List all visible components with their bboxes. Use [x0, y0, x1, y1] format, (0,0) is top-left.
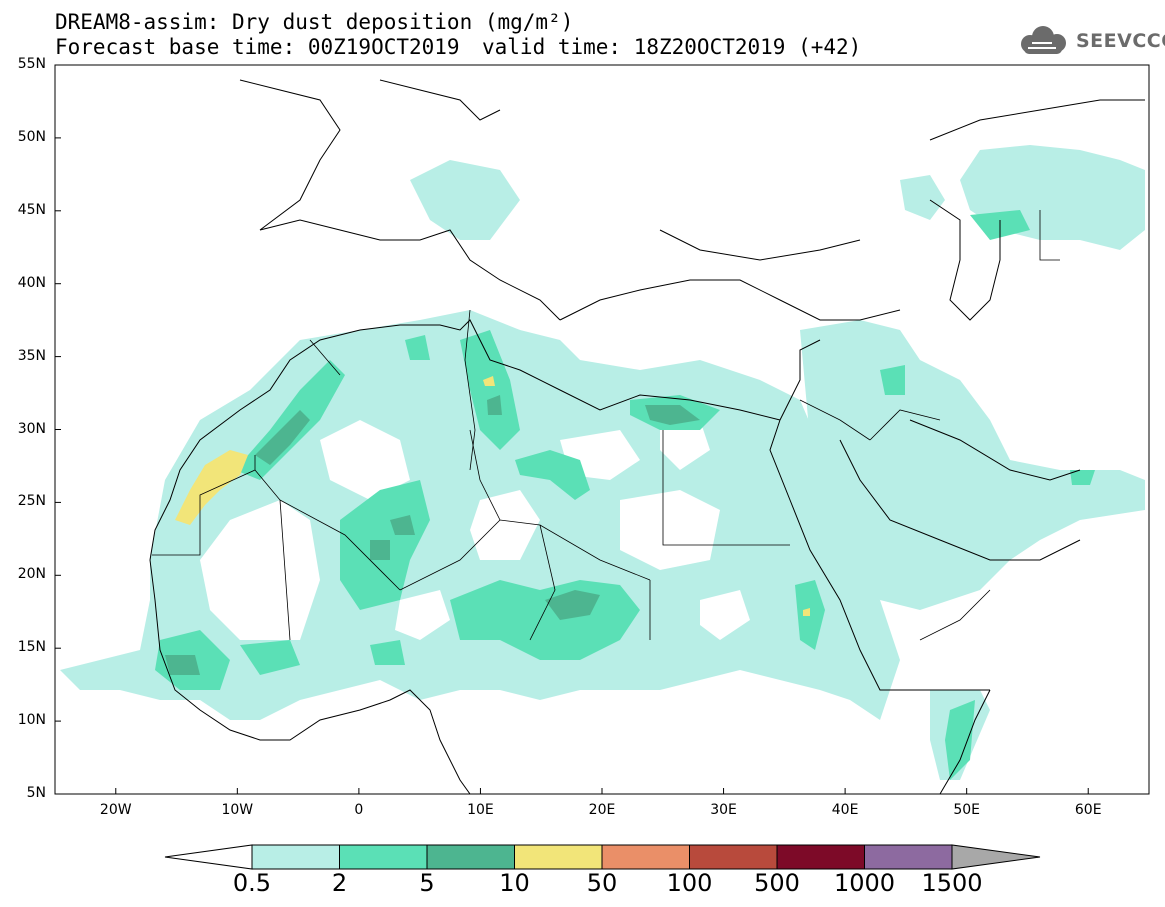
- latitude-label: 55N: [17, 56, 46, 72]
- cloud-icon: [1021, 26, 1066, 54]
- country-borders: [152, 210, 1060, 641]
- latitude-label: 30N: [17, 420, 46, 437]
- latitude-label: 45N: [17, 201, 46, 218]
- longitude-label: 40E: [831, 802, 859, 818]
- longitude-label: 10W: [221, 802, 254, 818]
- legend-swatch: [514, 844, 603, 870]
- legend-swatch: [689, 844, 778, 870]
- legend-swatch-upper-arrow: [951, 844, 1041, 870]
- legend-label: 1000: [833, 869, 896, 897]
- latitude-label: 50N: [17, 128, 46, 145]
- longitude-label: 10E: [467, 802, 494, 818]
- longitude-label: 60E: [1074, 802, 1102, 818]
- longitude-label: 50E: [953, 802, 980, 818]
- latitude-label: 5N: [26, 785, 46, 801]
- logo-text: SEEVCCC: [1076, 30, 1165, 52]
- legend-label: 50: [586, 869, 618, 897]
- legend-label: 10: [499, 869, 530, 897]
- legend-label: 0.5: [232, 869, 272, 897]
- valid-time: valid time: 18Z20OCT2019 (+42): [482, 35, 862, 59]
- legend-label: 5: [419, 869, 435, 897]
- legend-label: 1500: [921, 869, 983, 897]
- longitude-label: 20E: [588, 802, 616, 818]
- legend-swatch: [426, 844, 515, 870]
- legend-label: 100: [666, 869, 713, 897]
- legend-swatch-lower-arrow: [164, 844, 253, 870]
- latitude-label: 20N: [17, 566, 46, 583]
- latitude-label: 40N: [17, 274, 46, 291]
- deposition-band-10-50: [175, 376, 810, 616]
- forecast-base-time: Forecast base time: 00Z19OCT2019: [55, 35, 460, 59]
- legend-swatch: [601, 844, 690, 870]
- legend-swatch: [776, 844, 865, 870]
- coastlines: [149, 79, 1145, 794]
- longitude-label: 20W: [99, 802, 132, 818]
- legend-label: 2: [331, 869, 348, 897]
- deposition-band-5-10: [165, 395, 700, 675]
- legend-swatch: [339, 844, 428, 870]
- latitude-label: 15N: [17, 639, 46, 656]
- latitude-label: 35N: [17, 347, 46, 364]
- legend-swatch: [251, 844, 340, 870]
- legend-swatch: [864, 844, 953, 870]
- longitude-label: 30E: [710, 802, 737, 818]
- map-title: DREAM8-assim: Dry dust deposition (mg/m²…: [55, 10, 574, 34]
- legend-label: 500: [754, 869, 800, 897]
- longitude-label: 0: [354, 802, 364, 818]
- latitude-label: 10N: [17, 712, 46, 729]
- latitude-label: 25N: [17, 493, 46, 510]
